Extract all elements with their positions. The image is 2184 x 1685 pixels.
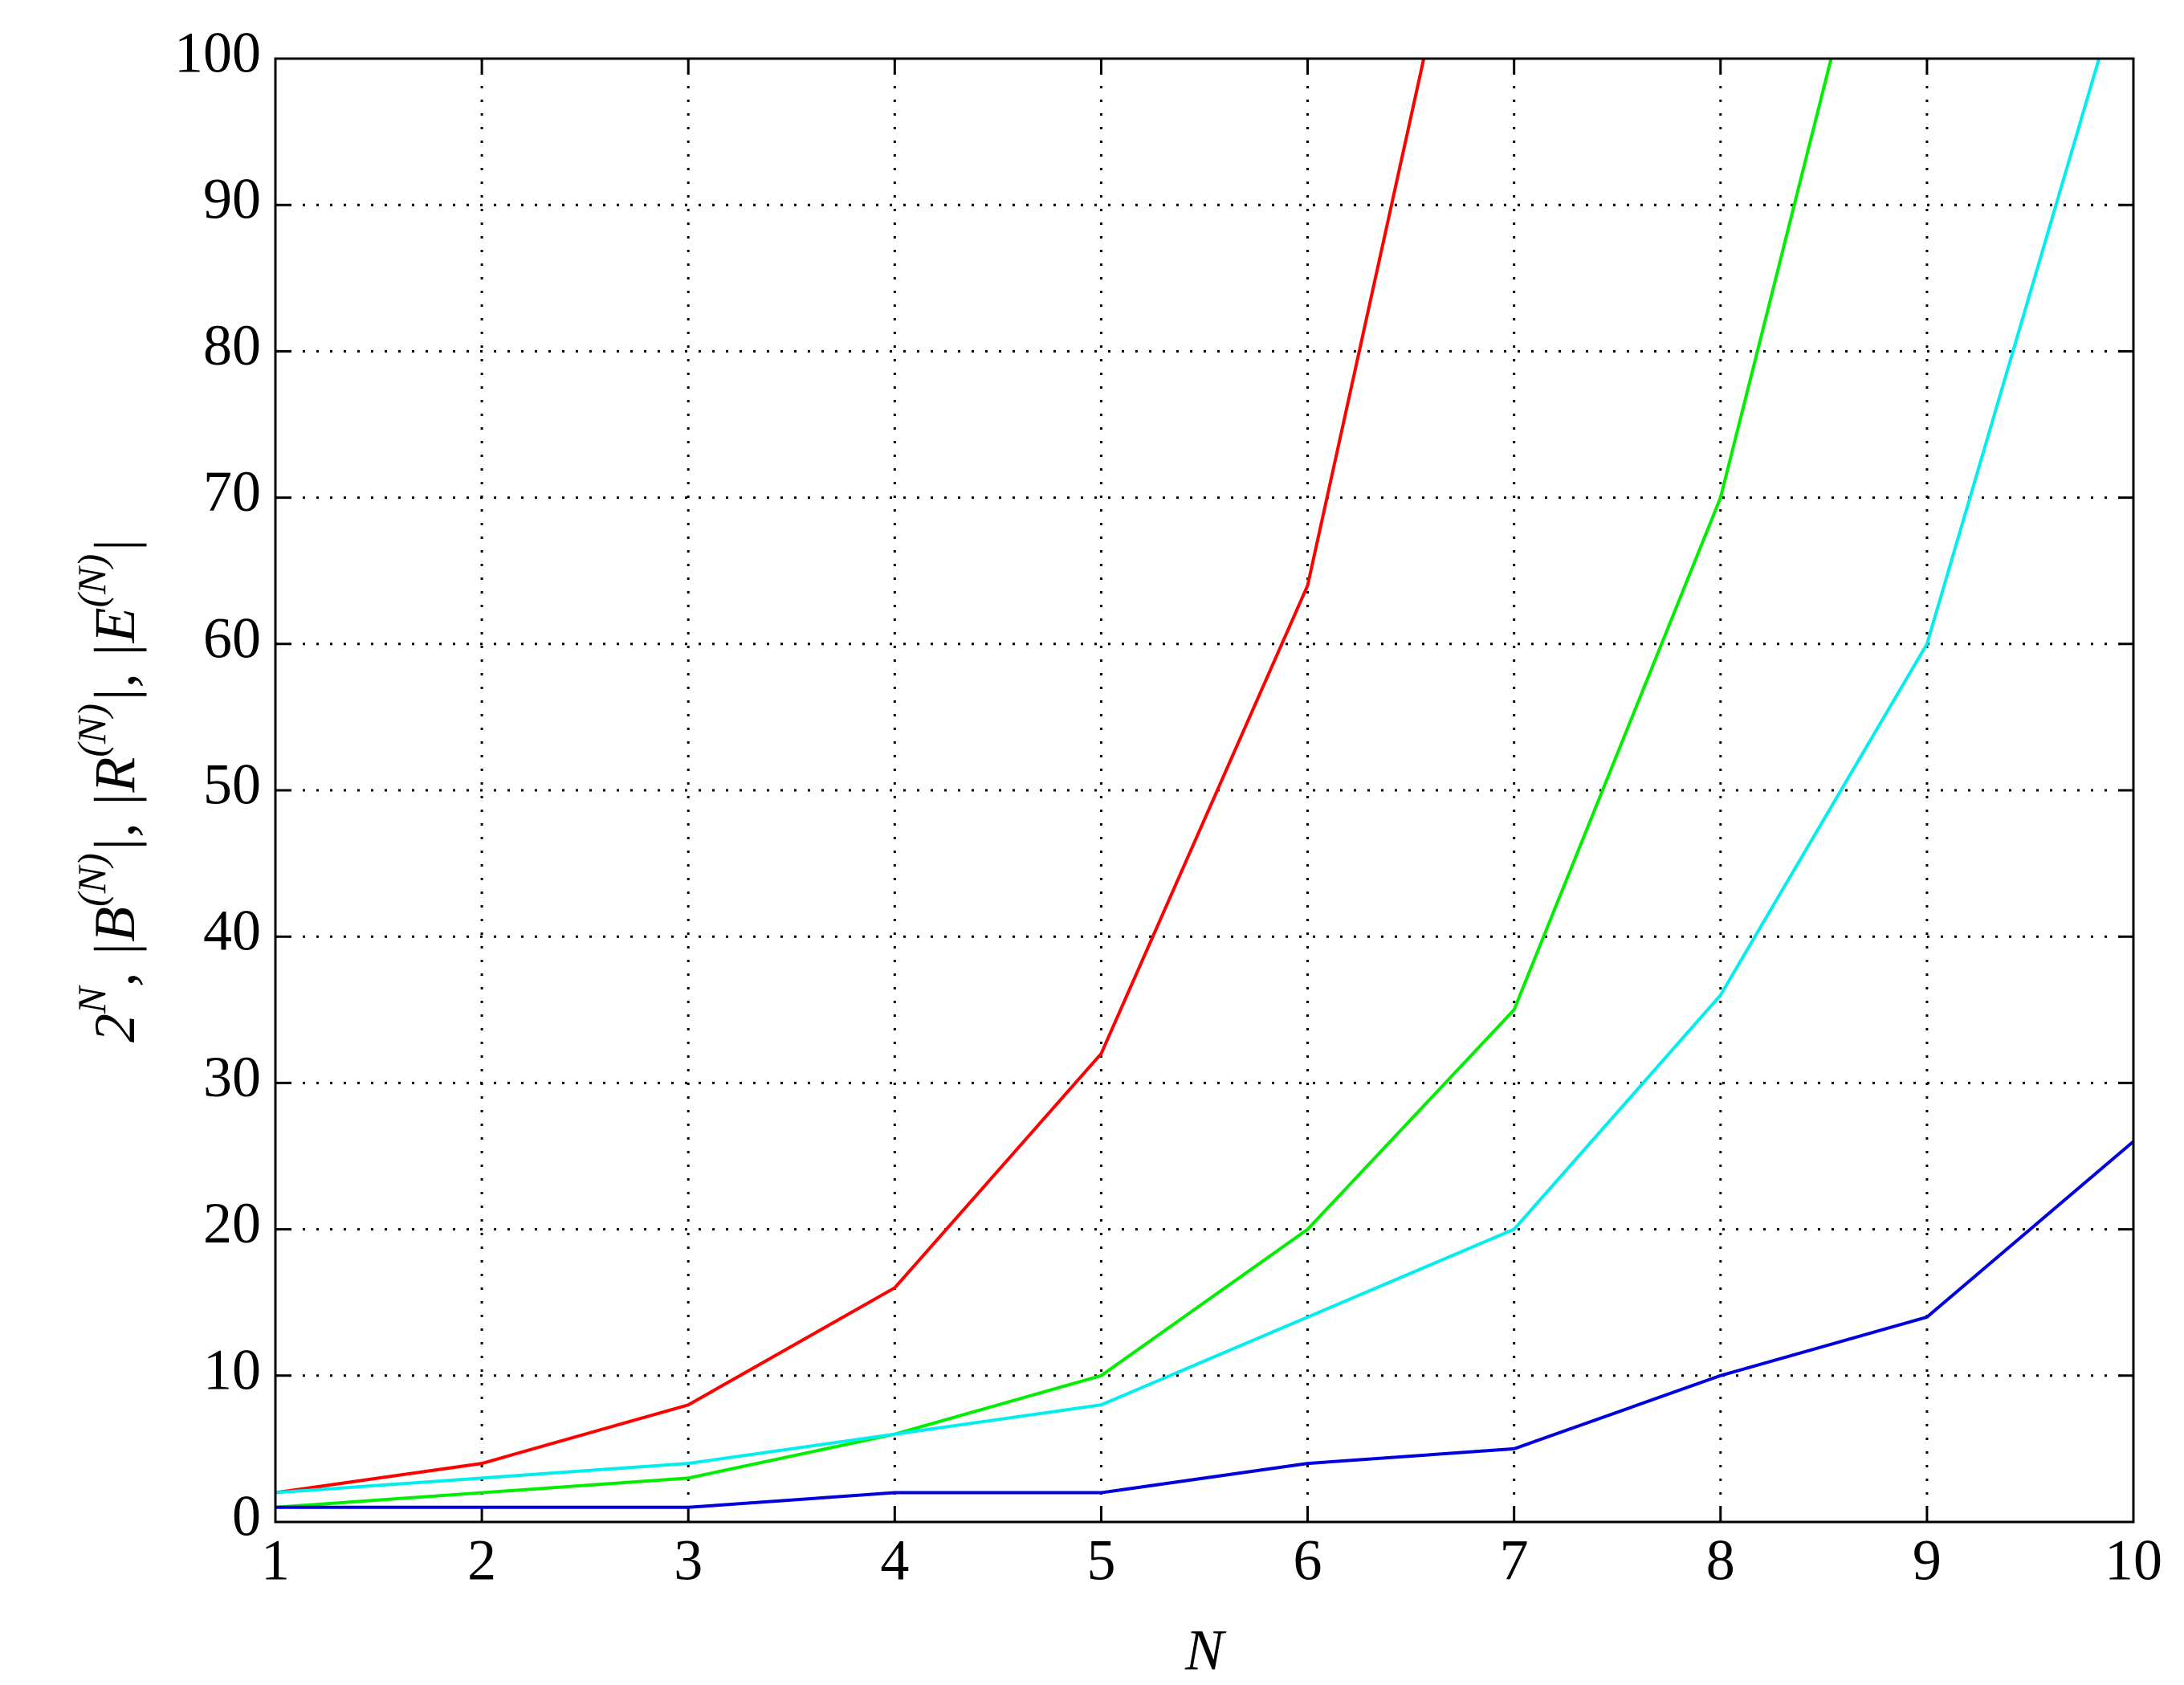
y-tick-label: 20 [203,1191,261,1255]
y-tick-label: 100 [174,21,261,85]
y-axis-label-part: (N) [69,853,114,907]
y-tick-label: 90 [203,167,261,231]
series-line [275,59,1426,1495]
x-tick-label: 3 [674,1528,703,1593]
y-axis-label: 2N, |B(N)|, |R(N)|, |E(N)| [69,538,146,1042]
y-tick-label: 30 [203,1045,261,1109]
y-axis-label-part: N [69,985,114,1014]
plot-frame [274,57,2135,1524]
lines [275,59,2133,1509]
y-axis-label-part: (N) [69,554,114,608]
y-axis-label-part: 2 [83,1014,147,1042]
series-line [275,59,1833,1509]
y-tick-label: 40 [203,899,261,963]
x-tick-label: 10 [2105,1528,2162,1593]
x-tick-label: 8 [1706,1528,1735,1593]
y-tick-label: 60 [203,606,261,670]
x-tick-label: 1 [261,1528,290,1593]
x-tick-label: 2 [467,1528,496,1593]
y-tick-label: 80 [203,313,261,377]
y-axis-label-part: |, |R [83,757,147,854]
series-line [275,1140,2133,1509]
y-tick-label: 10 [203,1337,261,1401]
x-tick-label: 9 [1913,1528,1942,1593]
x-tick-label: 7 [1500,1528,1529,1593]
y-axis-label-part: |, |E [83,607,147,704]
x-tick-label: 6 [1294,1528,1322,1593]
series-line [275,59,2101,1495]
x-axis-label: N [1184,1618,1227,1683]
y-tick-label: 70 [203,459,261,524]
x-tick-label: 5 [1086,1528,1115,1593]
y-tick-label: 50 [203,753,261,817]
y-axis-label-part: (N) [69,704,114,757]
y-axis-label-part: | [83,538,147,554]
y-tick-label: 0 [232,1484,261,1548]
y-axis-label-part: , |B [83,907,147,987]
x-tick-label: 4 [880,1528,909,1593]
